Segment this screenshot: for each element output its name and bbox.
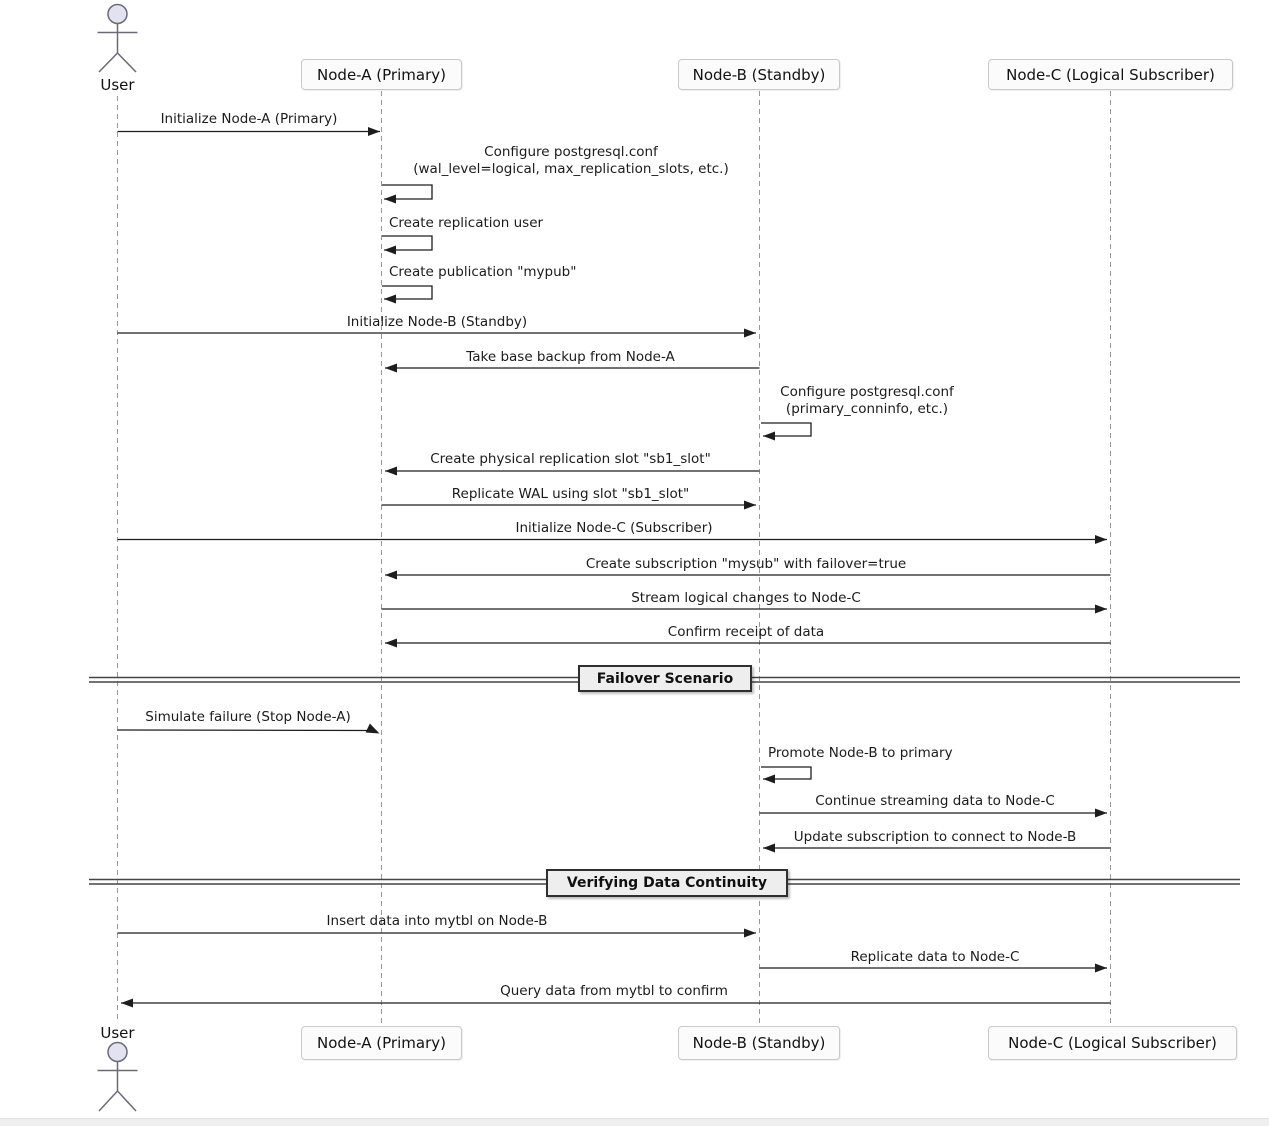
message-label-16: Update subscription to connect to Node-B [793, 829, 1077, 845]
message-label-10: Create subscription "mysub" with failove… [585, 556, 907, 572]
message-label-14: Promote Node-B to primary [768, 745, 953, 761]
actor-label-user-bottom: User [100, 1024, 135, 1042]
user-actor-icon-bottom [97, 1041, 138, 1112]
participant-box-node-b-bottom: Node-B (Standby) [678, 1026, 840, 1060]
message-label-0: Initialize Node-A (Primary) [160, 111, 338, 127]
window-bottom-edge [0, 1118, 1269, 1126]
message-label-12: Confirm receipt of data [667, 624, 825, 640]
message-label-11: Stream logical changes to Node-C [631, 590, 861, 606]
message-label-9: Initialize Node-C (Subscriber) [515, 520, 713, 536]
participant-box-node-c-top: Node-C (Logical Subscriber) [988, 59, 1233, 90]
participant-box-node-a-bottom: Node-A (Primary) [301, 1026, 462, 1060]
self-message-arrow-6 [761, 422, 812, 441]
message-label-5: Take base backup from Node-A [466, 349, 675, 365]
message-arrow-13 [117, 729, 372, 732]
message-label-18: Replicate data to Node-C [850, 949, 1020, 965]
divider-failover-scenario: Failover Scenario [578, 665, 752, 692]
divider-verifying-data-continuity: Verifying Data Continuity [546, 869, 788, 897]
message-label-1: Configure postgresql.conf (wal_level=log… [413, 144, 729, 177]
message-label-19: Query data from mytbl to confirm [500, 983, 728, 999]
message-label-8: Replicate WAL using slot "sb1_slot" [451, 486, 690, 502]
message-label-2: Create replication user [389, 215, 544, 231]
message-label-15: Continue streaming data to Node-C [815, 793, 1055, 809]
self-message-arrow-3 [382, 285, 433, 304]
user-actor-icon-top [97, 3, 138, 73]
participant-box-node-a-top: Node-A (Primary) [301, 59, 462, 90]
self-message-arrow-14 [761, 766, 812, 784]
self-message-arrow-2 [382, 235, 433, 255]
message-label-17: Insert data into mytbl on Node-B [326, 913, 548, 929]
self-message-arrow-1 [382, 184, 433, 204]
actor-label-user-top: User [100, 76, 135, 94]
message-label-3: Create publication "mypub" [389, 264, 577, 280]
message-arrow-13-head [365, 723, 380, 734]
message-label-7: Create physical replication slot "sb1_sl… [430, 451, 711, 467]
participant-box-node-b-top: Node-B (Standby) [678, 59, 840, 90]
message-label-13: Simulate failure (Stop Node-A) [145, 709, 351, 725]
message-label-4: Initialize Node-B (Standby) [346, 314, 528, 330]
message-label-6: Configure postgresql.conf (primary_conni… [780, 384, 954, 417]
participant-box-node-c-bottom: Node-C (Logical Subscriber) [988, 1026, 1237, 1060]
